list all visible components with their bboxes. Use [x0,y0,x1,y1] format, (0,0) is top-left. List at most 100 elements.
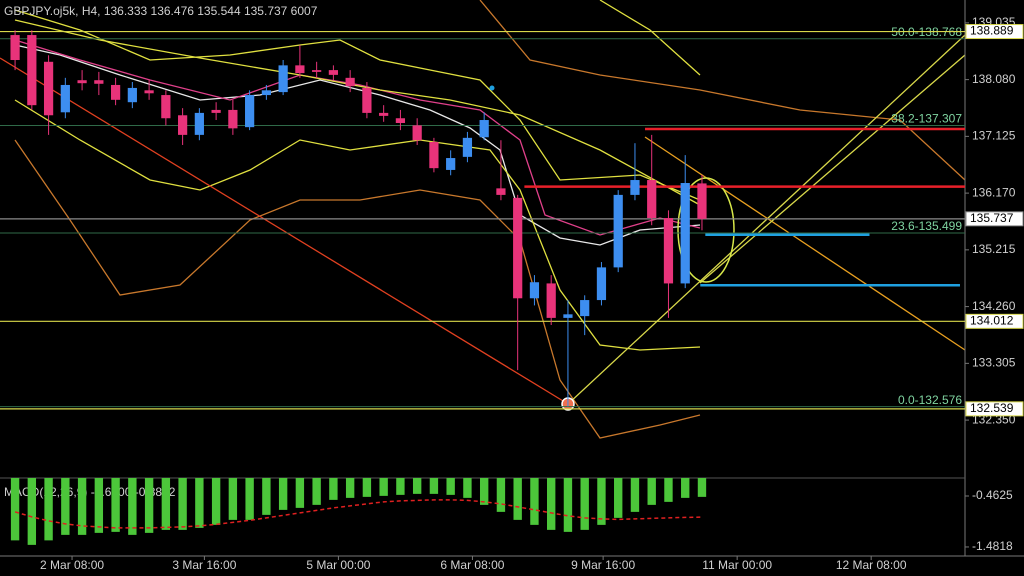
chart-title: GBPJPY.oj5k, H4, 136.333 136.476 135.544… [4,4,318,18]
macd-bar [614,478,623,518]
candle-body [211,109,221,113]
macd-bar [647,478,656,505]
indicators [0,0,966,439]
candle-body [479,120,489,138]
macd-bar [128,478,137,535]
macd-bar [178,478,187,530]
candle-body [680,183,690,284]
macd-bar [27,478,37,545]
candle-body [110,84,121,100]
macd-bar [211,478,221,525]
envelope-band [14,139,701,439]
y-tick-label: 137.125 [972,129,1016,143]
macd-bar [329,478,338,500]
macd-bar [362,478,372,497]
y-tick-label: 133.305 [972,356,1016,370]
macd-bar [681,478,690,498]
candle-body [161,95,171,119]
bollinger-lower [14,99,701,351]
candle-body [529,282,540,299]
macd-bar [664,478,673,502]
macd-bar [77,478,87,535]
moving-average [14,19,701,206]
trend-line [0,57,569,405]
candle-body [328,70,339,75]
price-level-box [965,401,1024,417]
candle-body [295,65,305,74]
moving-average [14,44,701,246]
macd-bar [396,478,405,495]
macd-bar [479,478,489,505]
candle-body [60,84,70,113]
candle-body [412,125,422,141]
candle-body [312,70,322,72]
candle-body [278,65,288,93]
macd-bar [44,478,53,541]
macd-bar [245,478,254,520]
dot-marker [489,85,495,91]
fib-label: 38.2-137.307 [891,112,962,126]
y-tick-label: -1.4818 [972,539,1013,553]
macd-bar [429,478,439,494]
macd-bar [496,478,506,512]
y-tick-label: 135.215 [972,242,1016,256]
signal-line [14,499,702,529]
candle-body [697,183,707,219]
candle-body [27,35,37,106]
candle-body [43,61,54,116]
envelope-band [479,0,966,181]
macd-bar [228,478,238,520]
trend-line [567,34,966,405]
macd-bar [547,478,556,530]
candle-body [228,109,238,129]
macd-bar [295,478,305,508]
candle-body [613,194,623,268]
macd-bar [94,478,104,533]
macd-bar [345,478,355,498]
price-level-label: 135.737 [970,211,1014,225]
candle-body [563,314,573,318]
candle-body [178,115,188,135]
y-tick-label: 138.080 [972,72,1016,86]
macd-bar [530,478,539,525]
candle-body [127,87,137,103]
macd-bar [697,478,707,497]
candle-body [647,180,657,219]
macd-bar [10,478,20,541]
price-level-label: 132.539 [970,401,1014,415]
candle-body [596,267,607,301]
macd-bar [195,478,204,528]
price-level-label: 134.012 [970,314,1014,328]
macd-bar [412,478,422,494]
y-tick-label: 136.170 [972,185,1016,199]
macd-bar [597,478,606,525]
x-tick-label: 2 Mar 08:00 [40,558,104,572]
fib-label: 0.0-132.576 [898,393,962,407]
bollinger-upper-wide [599,0,701,76]
candle-body [462,137,473,157]
x-tick-label: 5 Mar 00:00 [306,558,370,572]
candle-body [513,197,523,299]
macd-bar [278,478,288,510]
candle-body [496,188,506,195]
candle-body [10,35,20,61]
candle-body [345,77,355,87]
candle-body [663,218,674,284]
candle-body [379,112,389,116]
highlight-ellipse [677,177,735,283]
x-tick-label: 11 Mar 00:00 [702,558,772,572]
macd-bar [61,478,70,535]
candle-body [362,87,372,113]
candle-body [245,95,255,128]
fib-label: 23.6-135.499 [891,219,962,233]
x-tick-label: 9 Mar 16:00 [571,558,635,572]
candle-body [446,158,456,170]
price-level-box [965,211,1024,227]
candle-body [546,283,556,318]
price-level-label: 138.889 [970,24,1014,38]
price-level-box [965,313,1024,329]
trend-line [644,136,966,351]
macd-bar [312,478,321,505]
